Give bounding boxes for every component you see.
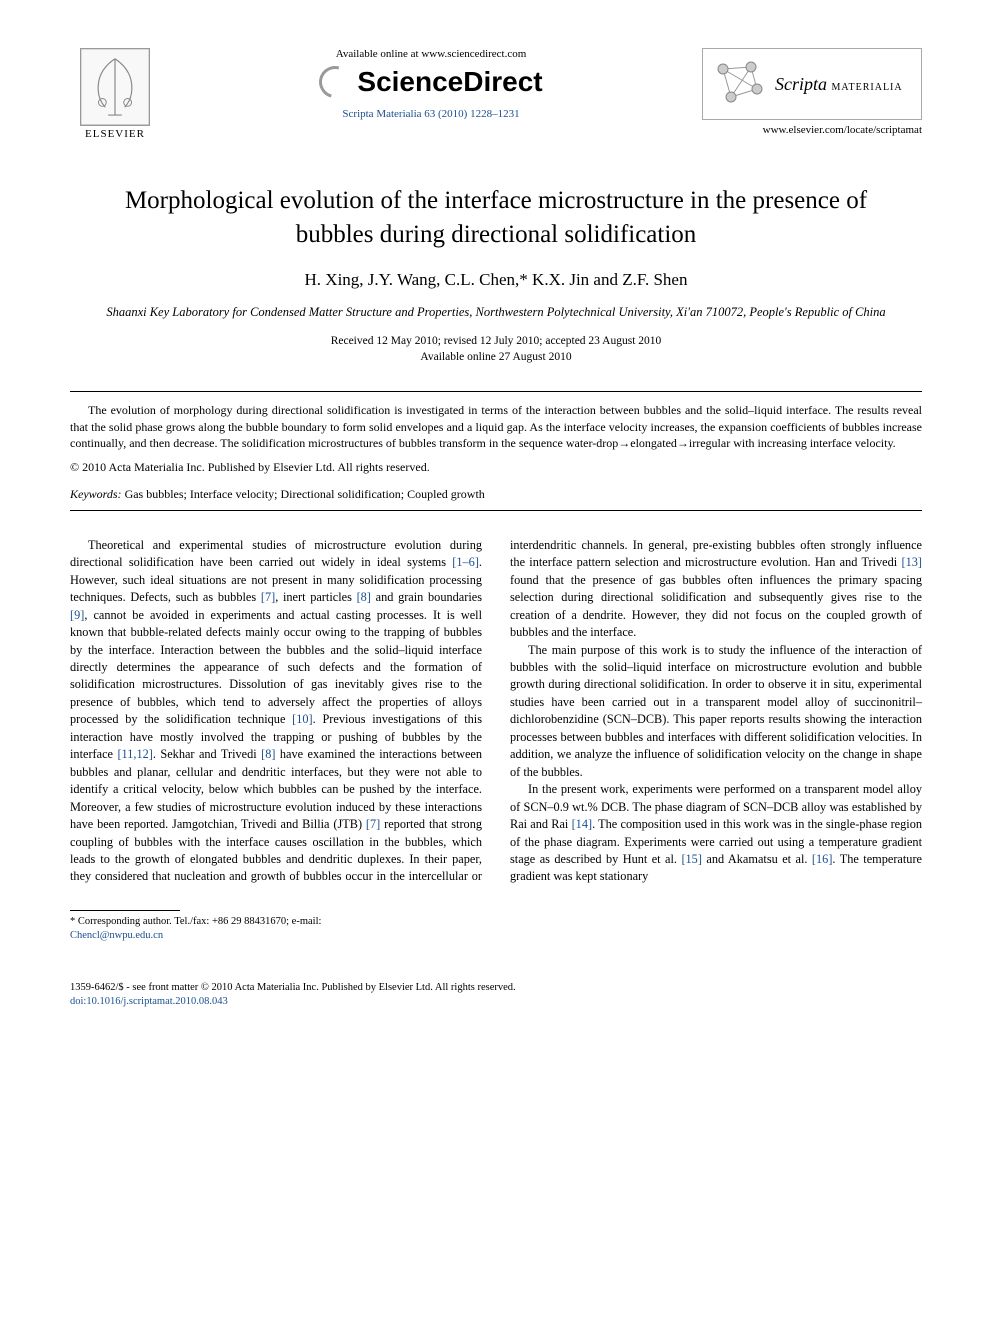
elsevier-label: ELSEVIER	[85, 128, 145, 140]
citation-line[interactable]: Scripta Materialia 63 (2010) 1228–1231	[180, 108, 682, 120]
elsevier-tree-icon	[80, 48, 150, 126]
ref-link[interactable]: [13]	[902, 555, 923, 569]
scripta-badge: Scripta MATERIALIA	[702, 48, 922, 120]
copyright-line: © 2010 Acta Materialia Inc. Published by…	[70, 460, 922, 475]
body-p2: The main purpose of this work is to stud…	[510, 642, 922, 782]
scripta-text: Scripta MATERIALIA	[775, 74, 903, 95]
abstract: The evolution of morphology during direc…	[70, 402, 922, 452]
header-row: ELSEVIER Available online at www.science…	[70, 48, 922, 176]
ref-link[interactable]: [10]	[292, 712, 313, 726]
elsevier-logo: ELSEVIER	[70, 48, 160, 140]
keywords-label: Keywords:	[70, 487, 122, 501]
footnote-separator	[70, 910, 180, 911]
body-p3: In the present work, experiments were pe…	[510, 781, 922, 886]
footnote-text: * Corresponding author. Tel./fax: +86 29…	[70, 916, 321, 927]
doi-link[interactable]: doi:10.1016/j.scriptamat.2010.08.043	[70, 995, 922, 1009]
authors-line: H. Xing, J.Y. Wang, C.L. Chen,* K.X. Jin…	[70, 270, 922, 290]
header-center: Available online at www.sciencedirect.co…	[160, 48, 702, 120]
rule-top	[70, 391, 922, 392]
affiliation: Shaanxi Key Laboratory for Condensed Mat…	[70, 304, 922, 322]
sciencedirect-logo: ScienceDirect	[180, 66, 682, 98]
tree-svg	[81, 49, 149, 125]
sciencedirect-text: ScienceDirect	[357, 66, 542, 98]
dates-online: Available online 27 August 2010	[70, 349, 922, 365]
footnote-email[interactable]: Chencl@nwpu.edu.cn	[70, 930, 163, 941]
ref-link[interactable]: [1–6]	[452, 555, 479, 569]
corresponding-author-footnote: * Corresponding author. Tel./fax: +86 29…	[70, 915, 922, 943]
body-text: and grain boundaries	[371, 590, 482, 604]
ref-link[interactable]: [7]	[261, 590, 275, 604]
ref-link[interactable]: [16]	[812, 852, 833, 866]
body-text: . Sekhar and Trivedi	[153, 747, 261, 761]
journal-url[interactable]: www.elsevier.com/locate/scriptamat	[702, 124, 922, 136]
sciencedirect-swoosh-icon	[314, 60, 358, 104]
scripta-small: MATERIALIA	[832, 82, 903, 93]
scripta-block: Scripta MATERIALIA www.elsevier.com/loca…	[702, 48, 922, 176]
keywords-line: Keywords: Gas bubbles; Interface velocit…	[70, 487, 922, 502]
ref-link[interactable]: [8]	[261, 747, 275, 761]
ref-link[interactable]: [9]	[70, 608, 84, 622]
available-online-text: Available online at www.sciencedirect.co…	[180, 48, 682, 60]
body-text: , inert particles	[275, 590, 356, 604]
scripta-italic: Scripta	[775, 74, 827, 94]
body-text: found that the presence of gas bubbles o…	[510, 573, 922, 639]
ref-link[interactable]: [7]	[366, 817, 380, 831]
keywords-list: Gas bubbles; Interface velocity; Directi…	[122, 487, 485, 501]
scripta-network-icon	[713, 57, 767, 111]
dates-block: Received 12 May 2010; revised 12 July 20…	[70, 333, 922, 365]
abstract-text: The evolution of morphology during direc…	[70, 402, 922, 452]
body-text: , cannot be avoided in experiments and a…	[70, 608, 482, 727]
body-columns: Theoretical and experimental studies of …	[70, 537, 922, 886]
ref-link[interactable]: [8]	[357, 590, 371, 604]
bottom-block: 1359-6462/$ - see front matter © 2010 Ac…	[70, 981, 922, 1009]
ref-link[interactable]: [11,12]	[117, 747, 152, 761]
rule-bottom	[70, 510, 922, 511]
body-text: and Akamatsu et al.	[702, 852, 812, 866]
paper-title: Morphological evolution of the interface…	[90, 184, 902, 252]
dates-received: Received 12 May 2010; revised 12 July 20…	[70, 333, 922, 349]
ref-link[interactable]: [15]	[681, 852, 702, 866]
body-text: Theoretical and experimental studies of …	[70, 538, 482, 569]
ref-link[interactable]: [14]	[572, 817, 593, 831]
front-matter-line: 1359-6462/$ - see front matter © 2010 Ac…	[70, 981, 922, 995]
